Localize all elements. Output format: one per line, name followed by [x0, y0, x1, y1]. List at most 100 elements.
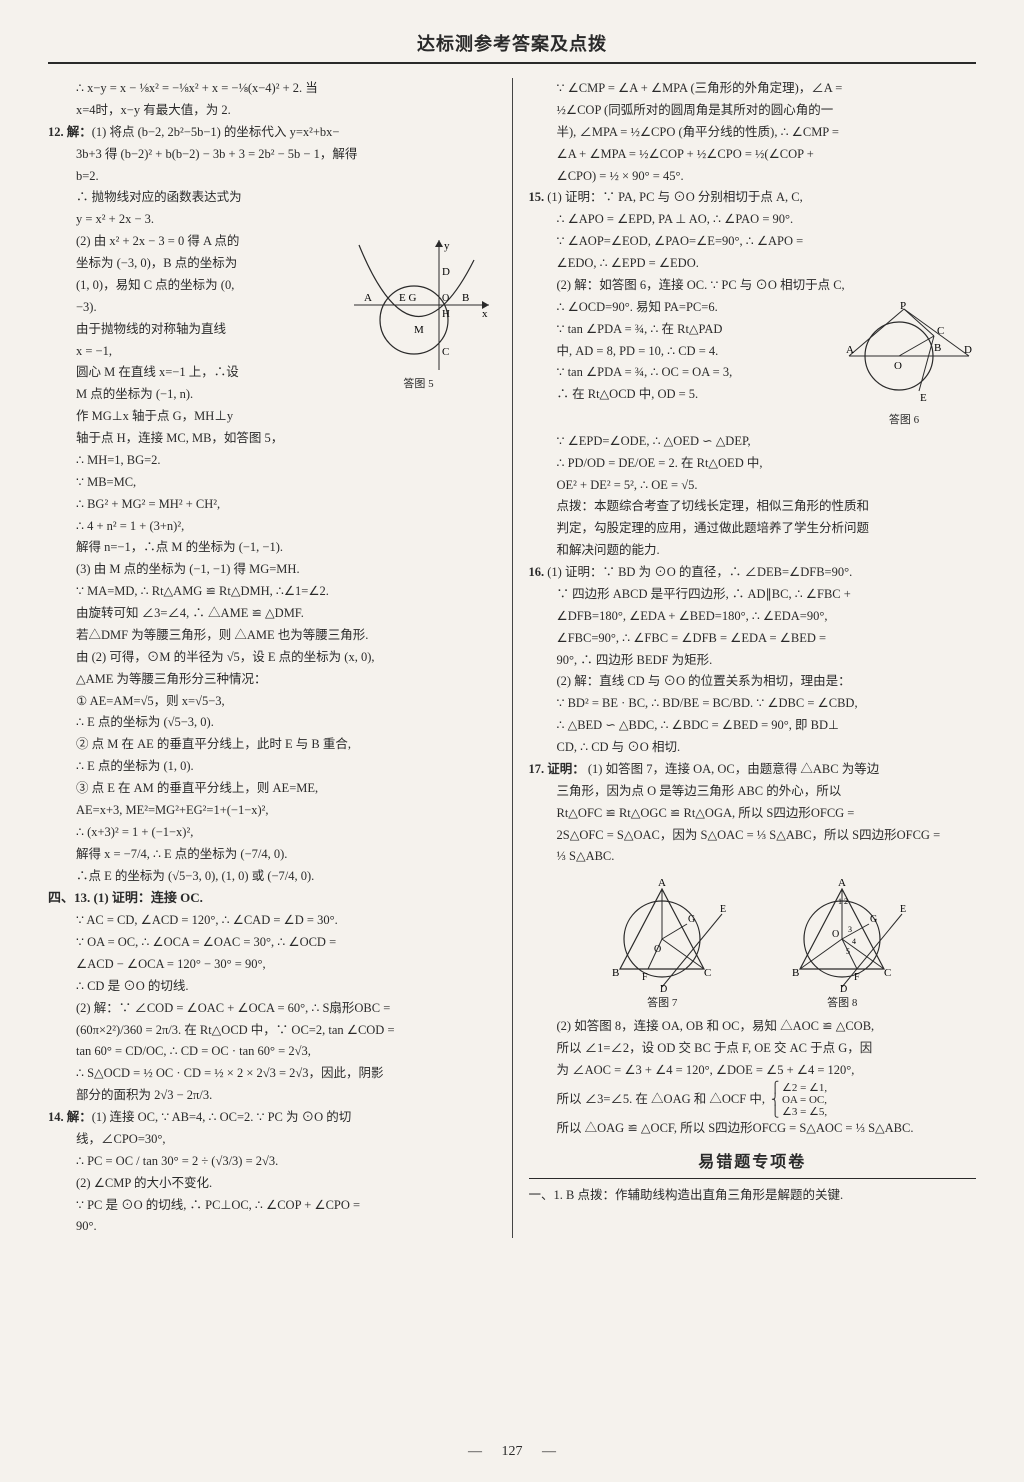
figure-6-caption: 答图 6	[834, 411, 974, 427]
text-line: ∵ ∠CMP = ∠A + ∠MPA (三角形的外角定理)，∠A =	[529, 78, 977, 100]
text-line: 由 (2) 可得，⊙M 的半径为 √5，设 E 点的坐标为 (x, 0),	[48, 647, 496, 669]
text-line: ∴ (x+3)² = 1 + (−1−x)²,	[48, 822, 496, 844]
text-line: 解得 n=−1，∴点 M 的坐标为 (−1, −1).	[48, 537, 496, 559]
svg-text:D: D	[964, 344, 972, 356]
text-line-with-brace: 所以 ∠3=∠5. 在 △OAG 和 △OCF 中, ⎧ ∠2 = ∠1, ⎨ …	[529, 1082, 977, 1118]
svg-text:A: A	[364, 292, 372, 304]
svg-text:y: y	[444, 240, 450, 252]
text-line: ∵ ∠AOP=∠EOD, ∠PAO=∠E=90°, ∴ ∠APO =	[529, 231, 977, 253]
text-line: 一、1. B 点拨：作辅助线构造出直角三角形是解题的关键.	[529, 1185, 977, 1207]
text-line: ∵ ∠EPD=∠ODE, ∴ △OED ∽ △DEP,	[529, 431, 977, 453]
text-line: (1) 连接 OC, ∵ AB=4, ∴ OC=2. ∵ PC 为 ⊙O 的切	[92, 1110, 352, 1124]
svg-text:D: D	[442, 266, 450, 278]
text-line: 90°.	[48, 1216, 496, 1238]
svg-text:D: D	[840, 984, 847, 994]
svg-text:E: E	[720, 904, 726, 915]
text-line: CD, ∴ CD 与 ⊙O 相切.	[529, 737, 977, 759]
text-line: ∠EDO, ∴ ∠EPD = ∠EDO.	[529, 253, 977, 275]
section-number: 四、13.	[48, 890, 90, 905]
text-line: ∠DFB=180°, ∠EDA + ∠BED=180°, ∴ ∠EDA=90°,	[529, 606, 977, 628]
q-number: 15.	[529, 190, 545, 204]
text-line: ∠FBC=90°, ∴ ∠FBC = ∠DFB = ∠EDA = ∠BED =	[529, 628, 977, 650]
text-line: x=4时，x−y 有最大值，为 2.	[48, 100, 496, 122]
text-line: AE=x+3, ME²=MG²+EG²=1+(−1−x)²,	[48, 800, 496, 822]
brace-system: ⎧ ∠2 = ∠1, ⎨ OA = OC, ⎩ ∠3 = ∠5,	[771, 1082, 827, 1118]
figure-6: P A O B D C E 答图 6	[834, 301, 974, 427]
svg-text:C: C	[937, 325, 944, 337]
text-line: (1) 证明：∵ BD 为 ⊙O 的直径，∴ ∠DEB=∠DFB=90°.	[547, 565, 852, 579]
text-line: 和解决问题的能力.	[529, 540, 977, 562]
svg-text:A: A	[846, 344, 854, 356]
text-line: ∴ ∠APO = ∠EPD, PA ⊥ AO, ∴ ∠PAO = 90°.	[529, 209, 977, 231]
question-16: 16. (1) 证明：∵ BD 为 ⊙O 的直径，∴ ∠DEB=∠DFB=90°…	[529, 562, 977, 584]
text-line: 判定，勾股定理的应用，通过做此题培养了学生分析问题	[529, 518, 977, 540]
svg-text:G: G	[688, 914, 695, 925]
text-line: ∠ACD − ∠OCA = 120° − 30° = 90°,	[48, 954, 496, 976]
text-line: ∴ x−y = x − ⅛x² = −⅛x² + x = −⅛(x−4)² + …	[48, 78, 496, 100]
text-line: 线，∠CPO=30°,	[48, 1129, 496, 1151]
text-line: ∴ MH=1, BG=2.	[48, 450, 496, 472]
svg-text:2: 2	[844, 897, 848, 906]
text-line: (60π×2²)/360 = 2π/3. 在 Rt△OCD 中，∵ OC=2, …	[48, 1020, 496, 1042]
svg-text:M: M	[414, 324, 424, 336]
text-line: 90°, ∴ 四边形 BEDF 为矩形.	[529, 650, 977, 672]
text-line: ∴ PC = OC / tan 30° = 2 ÷ (√3/3) = 2√3.	[48, 1151, 496, 1173]
svg-text:P: P	[900, 301, 906, 312]
svg-text:5: 5	[846, 947, 850, 956]
section-four: 四、13. (1) 证明：连接 OC.	[48, 887, 496, 910]
text-line: (1) 将点 (b−2, 2b²−5b−1) 的坐标代入 y=x²+bx−	[92, 125, 340, 139]
question-14: 14. 解：(1) 连接 OC, ∵ AB=4, ∴ OC=2. ∵ PC 为 …	[48, 1107, 496, 1129]
svg-text:A: A	[838, 877, 846, 889]
text-line: (2) 解：∵ ∠COD = ∠OAC + ∠OCA = 60°, ∴ S扇形O…	[48, 998, 496, 1020]
svg-text:E G: E G	[399, 292, 416, 304]
text-line: ∴ △BED ∽ △BDC, ∴ ∠BDC = ∠BED = 90°, 即 BD…	[529, 715, 977, 737]
text-line: 解得 x = −7/4, ∴ E 点的坐标为 (−7/4, 0).	[48, 844, 496, 866]
right-column: ∵ ∠CMP = ∠A + ∠MPA (三角形的外角定理)，∠A = ½∠COP…	[529, 78, 977, 1238]
question-17: 17. 证明： (1) 如答图 7，连接 OA, OC，由题意得 △ABC 为等…	[529, 759, 977, 781]
svg-text:H: H	[442, 308, 450, 320]
text-line: ∵ BD² = BE · BC, ∴ BD/BE = BC/BD. ∵ ∠DBC…	[529, 693, 977, 715]
text-line: ∴ 抛物线对应的函数表达式为	[48, 187, 496, 209]
question-15: 15. (1) 证明：∵ PA, PC 与 ⊙O 分别相切于点 A, C,	[529, 187, 977, 209]
text-line: ∵ MA=MD, ∴ Rt△AMG ≌ Rt△DMH, ∴∠1=∠2.	[48, 581, 496, 603]
text-line: tan 60° = CD/OC, ∴ CD = OC · tan 60° = 2…	[48, 1041, 496, 1063]
text-line: 点拨：本题综合考查了切线长定理，相似三角形的性质和	[529, 496, 977, 518]
text-line: 作 MG⊥x 轴于点 G，MH⊥y	[48, 406, 496, 428]
text-line: (2) 解：如答图 6，连接 OC. ∵ PC 与 ⊙O 相切于点 C,	[529, 275, 977, 297]
rule-line	[529, 1178, 977, 1179]
text-line: ∵ MB=MC,	[48, 472, 496, 494]
svg-text:3: 3	[848, 925, 852, 934]
svg-text:G: G	[870, 914, 877, 925]
q-number: 12. 解：	[48, 125, 92, 139]
svg-text:B: B	[612, 967, 619, 979]
text-line: 为 ∠AOC = ∠3 + ∠4 = 120°, ∠DOE = ∠5 + ∠4 …	[529, 1060, 977, 1082]
svg-text:C: C	[884, 967, 891, 979]
svg-text:F: F	[854, 972, 860, 983]
text-line: 三角形，因为点 O 是等边三角形 ABC 的外心，所以	[529, 781, 977, 803]
figure-8-caption: 答图 8	[772, 994, 912, 1010]
svg-text:F: F	[642, 972, 648, 983]
text-line: ∵ PC 是 ⊙O 的切线, ∴ PC⊥OC, ∴ ∠COP + ∠CPO =	[48, 1195, 496, 1217]
text-line: ∠A + ∠MPA = ½∠COP + ½∠CPO = ½(∠COP +	[529, 144, 977, 166]
svg-text:1: 1	[838, 897, 842, 906]
page-footer: 127	[0, 1444, 1024, 1460]
text-line: (2) 解：直线 CD 与 ⊙O 的位置关系为相切，理由是：	[529, 671, 977, 693]
svg-text:O: O	[654, 944, 661, 955]
subsection-header: 易错题专项卷	[529, 1148, 977, 1172]
text-line: 所以 ∠3=∠5. 在 △OAG 和 △OCF 中,	[557, 1089, 765, 1111]
q-number: 14. 解：	[48, 1110, 92, 1124]
text-line: ∴ BG² + MG² = MH² + CH²,	[48, 494, 496, 516]
svg-text:E: E	[920, 392, 927, 404]
text-line: ∵ OA = OC, ∴ ∠OCA = ∠OAC = 30°, ∴ ∠OCD =	[48, 932, 496, 954]
left-column: ∴ x−y = x − ⅛x² = −⅛x² + x = −⅛(x−4)² + …	[48, 78, 496, 1238]
page-header: 达标测参考答案及点拨	[48, 30, 976, 64]
figure-7: A B C O F G D E 答图 7	[592, 874, 732, 1010]
text-line: 半), ∠MPA = ½∠CPO (角平分线的性质), ∴ ∠CMP =	[529, 122, 977, 144]
text-line: ∠CPO) = ½ × 90° = 45°.	[529, 166, 977, 188]
text-line: △AME 为等腰三角形分三种情况：	[48, 669, 496, 691]
svg-text:B: B	[792, 967, 799, 979]
svg-text:C: C	[704, 967, 711, 979]
svg-text:C: C	[442, 346, 449, 358]
page-number: 127	[492, 1444, 533, 1460]
text-line: 所以 △OAG ≌ △OCF, 所以 S四边形OFCG = S△AOC = ⅓ …	[529, 1118, 977, 1140]
